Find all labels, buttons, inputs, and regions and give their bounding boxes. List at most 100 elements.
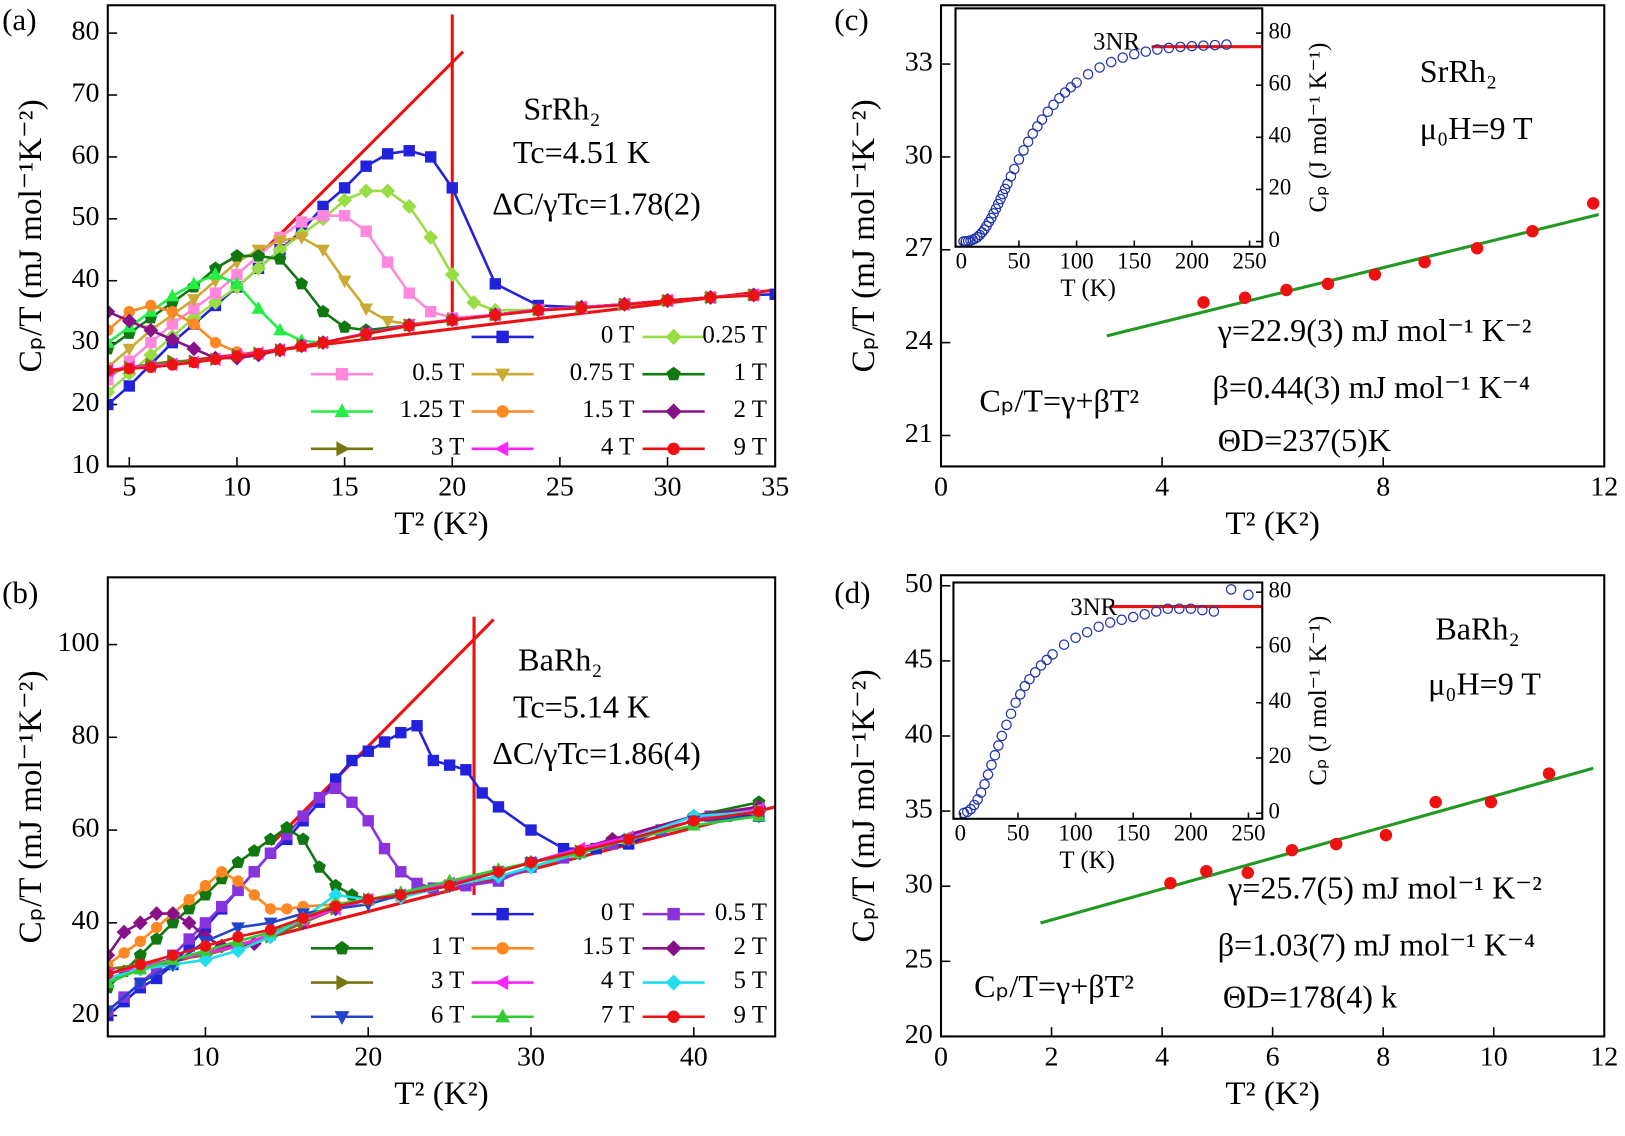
marker (116, 924, 132, 940)
marker (132, 915, 148, 931)
marker (1186, 40, 1198, 52)
marker (1587, 197, 1600, 210)
y-tick-label: 60 (72, 139, 100, 170)
legend-label: 0 T (601, 322, 634, 349)
marker (961, 806, 973, 818)
legend-label: 0.25 T (702, 322, 766, 349)
marker (1094, 62, 1105, 73)
axes-frame (952, 581, 1264, 820)
marker (252, 348, 265, 360)
y-tick-label: 40 (905, 718, 933, 749)
marker (317, 200, 329, 213)
panel-label: (c) (834, 2, 869, 37)
marker (1197, 296, 1210, 309)
annotation: γ=22.9(3) mJ mol⁻¹ K⁻² (1217, 312, 1532, 348)
marker (1152, 44, 1163, 55)
marker (1208, 606, 1220, 617)
axes-frame (939, 4, 1606, 468)
marker (575, 302, 588, 314)
x-tick-label: 35 (761, 472, 789, 503)
marker (1200, 864, 1213, 878)
marker (495, 368, 511, 383)
legend-label: 9 T (734, 1001, 767, 1028)
marker (995, 193, 1006, 205)
marker (1001, 719, 1012, 731)
marker (1140, 46, 1152, 57)
marker (395, 866, 407, 878)
marker (380, 315, 395, 329)
marker (231, 268, 243, 281)
marker (317, 336, 329, 349)
marker (1018, 145, 1029, 156)
legend-label: 1.5 T (582, 396, 634, 423)
legend-label: 6 T (431, 1001, 464, 1028)
marker (133, 977, 148, 991)
marker (231, 922, 245, 935)
marker (1009, 163, 1020, 175)
annotation: ΔC/γTc=1.78(2) (492, 186, 701, 222)
marker (167, 949, 179, 961)
marker (362, 893, 374, 906)
marker (199, 917, 212, 929)
y-axis-label: Cₚ/T (mJ mol⁻¹K⁻²) (845, 669, 882, 942)
y-tick-label: 0 (1268, 227, 1279, 252)
marker (381, 148, 394, 160)
marker (248, 889, 260, 901)
marker (1035, 660, 1047, 671)
marker (316, 244, 330, 258)
marker (1059, 87, 1071, 98)
marker (317, 210, 329, 222)
marker (165, 288, 180, 302)
marker (359, 303, 373, 316)
marker (107, 374, 114, 386)
marker (666, 366, 681, 381)
x-tick-label: 4 (1155, 472, 1169, 503)
legend-label: 0.5 T (715, 899, 767, 926)
marker (968, 799, 980, 811)
marker (150, 932, 164, 945)
marker (1418, 255, 1431, 269)
marker (1150, 606, 1162, 617)
marker (688, 815, 700, 827)
marker (665, 328, 682, 345)
legend-label: 9 T (734, 434, 767, 461)
legend-label: 3 T (431, 434, 464, 461)
plot-area (1106, 197, 1600, 338)
legend-label: 4 T (601, 967, 634, 994)
marker (427, 754, 440, 767)
marker (446, 314, 458, 327)
marker (996, 730, 1008, 742)
marker (183, 893, 195, 906)
marker (123, 305, 136, 318)
x-tick-label: 0 (934, 1042, 948, 1073)
marker (295, 216, 308, 228)
marker (1054, 92, 1065, 104)
marker (143, 322, 159, 338)
y-axis-label: Cₚ (J mol⁻¹ K⁻¹) (1305, 43, 1332, 213)
legend-label: 2 T (734, 933, 767, 960)
marker (1163, 42, 1175, 54)
y-tick-label: 0 (1268, 799, 1279, 824)
marker (338, 320, 352, 333)
marker (336, 975, 351, 991)
y-tick-label: 30 (72, 325, 100, 356)
marker (1429, 795, 1442, 809)
marker (395, 726, 407, 739)
y-tick-label: 25 (905, 944, 933, 975)
x-tick-label: 100 (1059, 821, 1093, 846)
marker (121, 313, 137, 329)
marker (446, 182, 458, 194)
y-axis-label: Cₚ/T (mJ mol⁻¹K⁻²) (845, 99, 882, 372)
annotation: β=1.03(7) mJ mol⁻¹ K⁻⁴ (1218, 927, 1536, 963)
marker (992, 198, 1004, 210)
marker (532, 304, 545, 317)
marker (1197, 604, 1208, 616)
marker (145, 361, 157, 374)
marker (476, 787, 488, 799)
marker (1036, 114, 1048, 125)
y-tick-label: 20 (1268, 743, 1291, 768)
y-tick-label: 80 (72, 720, 100, 751)
x-tick-label: 100 (1060, 249, 1094, 274)
marker (443, 759, 456, 771)
